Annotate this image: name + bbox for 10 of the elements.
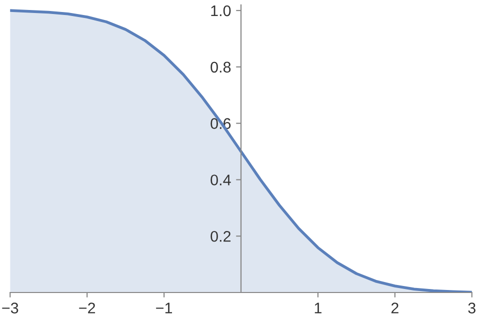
y-tick-label: 0.8 [210,62,231,73]
x-tick-label: 2 [391,302,398,314]
y-tick-label: 0.4 [210,174,231,186]
x-tick-label: −1 [156,302,172,314]
x-tick-label: −2 [79,302,96,314]
y-tick-label: 0.2 [210,230,231,242]
x-tick-label: −3 [2,302,18,314]
x-tick-label: 1 [314,302,322,314]
y-tick-label: 1.0 [211,5,231,16]
x-tick-label: 3 [468,302,476,314]
